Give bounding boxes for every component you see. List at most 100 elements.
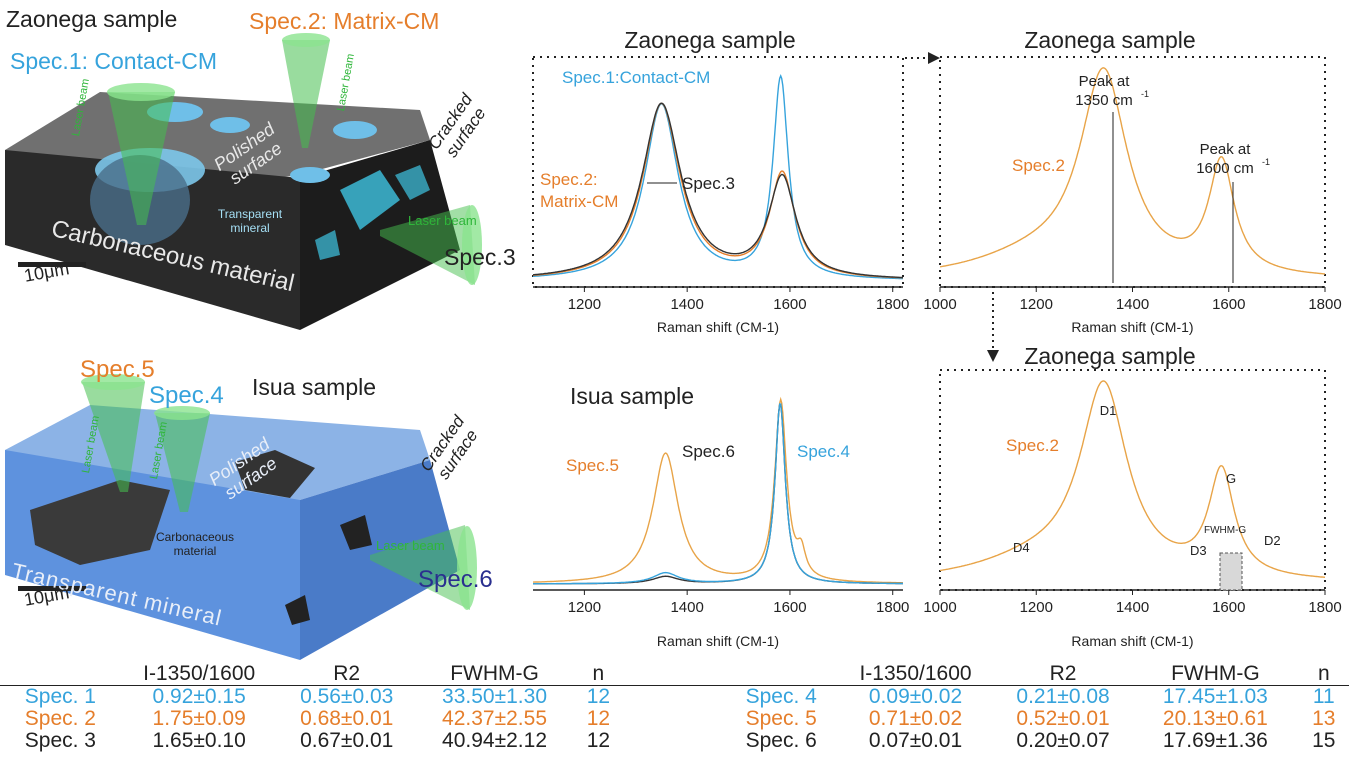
tick-label: 1000 (923, 296, 956, 313)
cell-spec: Spec. 5 (745, 707, 817, 730)
annotation: 1350 cm (1075, 92, 1133, 109)
summary-table: I-1350/1600 R2 FWHM-G n I-1350/1600 R2 F… (0, 663, 1349, 752)
cell-n: 13 (1312, 707, 1336, 730)
isua-3d-title: Isua sample (252, 374, 377, 400)
cell-spec: Spec. 2 (24, 707, 96, 730)
annotation: Spec.6 (682, 442, 735, 461)
series-line (939, 380, 1326, 578)
raman-spectra-charts: Zaonega sample 1200 1400 1600 1800 Raman shif… (532, 27, 1342, 649)
cell-spacer (624, 686, 726, 709)
zaonega-3d-title: Zaonega sample (6, 6, 178, 32)
isua-block-illustration (5, 374, 477, 660)
annotation: Spec.1:Contact-CM (562, 68, 710, 87)
tick-label: 1200 (568, 599, 601, 616)
th-fwhm-right: FWHM-G (1132, 663, 1299, 686)
series-line (533, 403, 903, 585)
th-spacer (623, 663, 726, 686)
cell-i: 0.92±0.15 (152, 685, 246, 708)
annotation: Spec.4 (797, 442, 850, 461)
cell-n: 12 (586, 685, 611, 708)
chart-title: Zaonega sample (1024, 27, 1195, 53)
tick-label: 1600 (1212, 296, 1245, 313)
table-row: Spec. 2 1.75±0.09 0.68±0.01 42.37±2.55 1… (0, 708, 1349, 730)
annotation: Spec.2: (540, 170, 598, 189)
cell-spec: Spec. 3 (24, 729, 96, 752)
tick-label: 1800 (876, 599, 909, 616)
cell-n: 15 (1312, 729, 1336, 752)
cell-fwhm: 42.37±2.55 (442, 707, 547, 730)
x-axis-label: Raman shift (CM-1) (657, 633, 779, 649)
annotation: -1 (1141, 89, 1149, 99)
annotation: D4 (1013, 540, 1030, 555)
chart-title: Zaonega sample (1024, 343, 1195, 369)
series-line (532, 102, 903, 279)
annotation: D2 (1264, 533, 1281, 548)
annotation: Peak at (1079, 73, 1131, 90)
cell-i: 1.75±0.09 (152, 707, 246, 730)
series-line (533, 403, 903, 585)
cell-r2: 0.68±0.01 (300, 707, 394, 730)
annotation: Peak at (1200, 141, 1252, 158)
annotation: D1 (1100, 403, 1117, 418)
x-axis-label: Raman shift (CM-1) (657, 319, 779, 335)
cell-r2: 0.21±0.08 (1016, 685, 1110, 708)
cell-i: 1.65±0.10 (152, 729, 246, 752)
cell-fwhm: 40.94±2.12 (442, 729, 547, 752)
th-spec-right (725, 663, 838, 686)
th-i-right: I-1350/1600 (837, 663, 994, 686)
spec5-label: Spec.5 (80, 356, 155, 383)
series-line (532, 102, 903, 279)
cell-i: 0.07±0.01 (868, 729, 963, 752)
cell-n: 12 (586, 707, 611, 730)
chart-frame (939, 56, 1326, 288)
cell-r2: 0.20±0.07 (1016, 729, 1110, 752)
tick-label: 1400 (1116, 296, 1149, 313)
tick-label: 1800 (876, 296, 909, 313)
tick-label: 1400 (670, 599, 703, 616)
cell-spec: Spec. 6 (745, 729, 817, 752)
spec3-label: Spec.3 (444, 244, 516, 270)
th-r2-right: R2 (993, 663, 1133, 686)
cell-spec: Spec. 4 (745, 685, 817, 708)
annotation: Spec.2 (1006, 436, 1059, 455)
annotation: FWHM-G (1204, 525, 1246, 536)
th-n-right: n (1298, 663, 1349, 686)
cell-i: 0.09±0.02 (868, 685, 963, 708)
annotation: Spec.2 (1012, 156, 1065, 175)
isua-3d-panel: Isua sample Spec.4 Spec.5 Spec.6 Laser b… (0, 350, 520, 660)
cell-spacer (624, 730, 726, 752)
annotation: D3 (1190, 543, 1207, 558)
annotation: G (1226, 471, 1236, 486)
chart-title: Isua sample (570, 383, 694, 409)
cell-spacer (624, 708, 726, 730)
zaonega-block-illustration (5, 33, 482, 330)
spec2-label: Spec.2: Matrix-CM (249, 8, 440, 34)
carbonaceous-material-label-isua: Carbonaceous material (155, 530, 235, 558)
chart-frame (939, 369, 1326, 591)
table-header-row: I-1350/1600 R2 FWHM-G n I-1350/1600 R2 F… (0, 663, 1349, 686)
annotation: Spec.3 (682, 174, 735, 193)
laser-beam-label-6: Laser beam (376, 538, 445, 553)
tick-label: 1400 (670, 296, 703, 313)
spec1-label: Spec.1: Contact-CM (10, 48, 218, 74)
x-axis-label: Raman shift (CM-1) (1071, 633, 1193, 649)
x-axis-label: Raman shift (CM-1) (1071, 319, 1193, 335)
th-fwhm-left: FWHM-G (415, 663, 574, 686)
transparent-mineral-label: Transparent mineral (217, 207, 283, 235)
cell-r2: 0.52±0.01 (1016, 707, 1110, 730)
tick-label: 1800 (1308, 599, 1341, 616)
cell-i: 0.71±0.02 (868, 707, 963, 730)
cell-spec: Spec. 1 (24, 685, 96, 708)
tick-label: 1800 (1308, 296, 1341, 313)
tick-label: 1200 (1020, 296, 1053, 313)
tick-label: 1200 (568, 296, 601, 313)
cell-r2: 0.56±0.03 (300, 685, 394, 708)
annotation: Matrix-CM (540, 192, 618, 211)
annotation: 1600 cm (1196, 160, 1254, 177)
cell-fwhm: 17.69±1.36 (1162, 729, 1268, 752)
cell-fwhm: 17.45±1.03 (1162, 685, 1268, 708)
tick-label: 1600 (773, 599, 806, 616)
table-row: Spec. 1 0.92±0.15 0.56±0.03 33.50±1.30 1… (0, 686, 1349, 709)
annotation: Spec.5 (566, 456, 619, 475)
series-line (939, 67, 1325, 275)
